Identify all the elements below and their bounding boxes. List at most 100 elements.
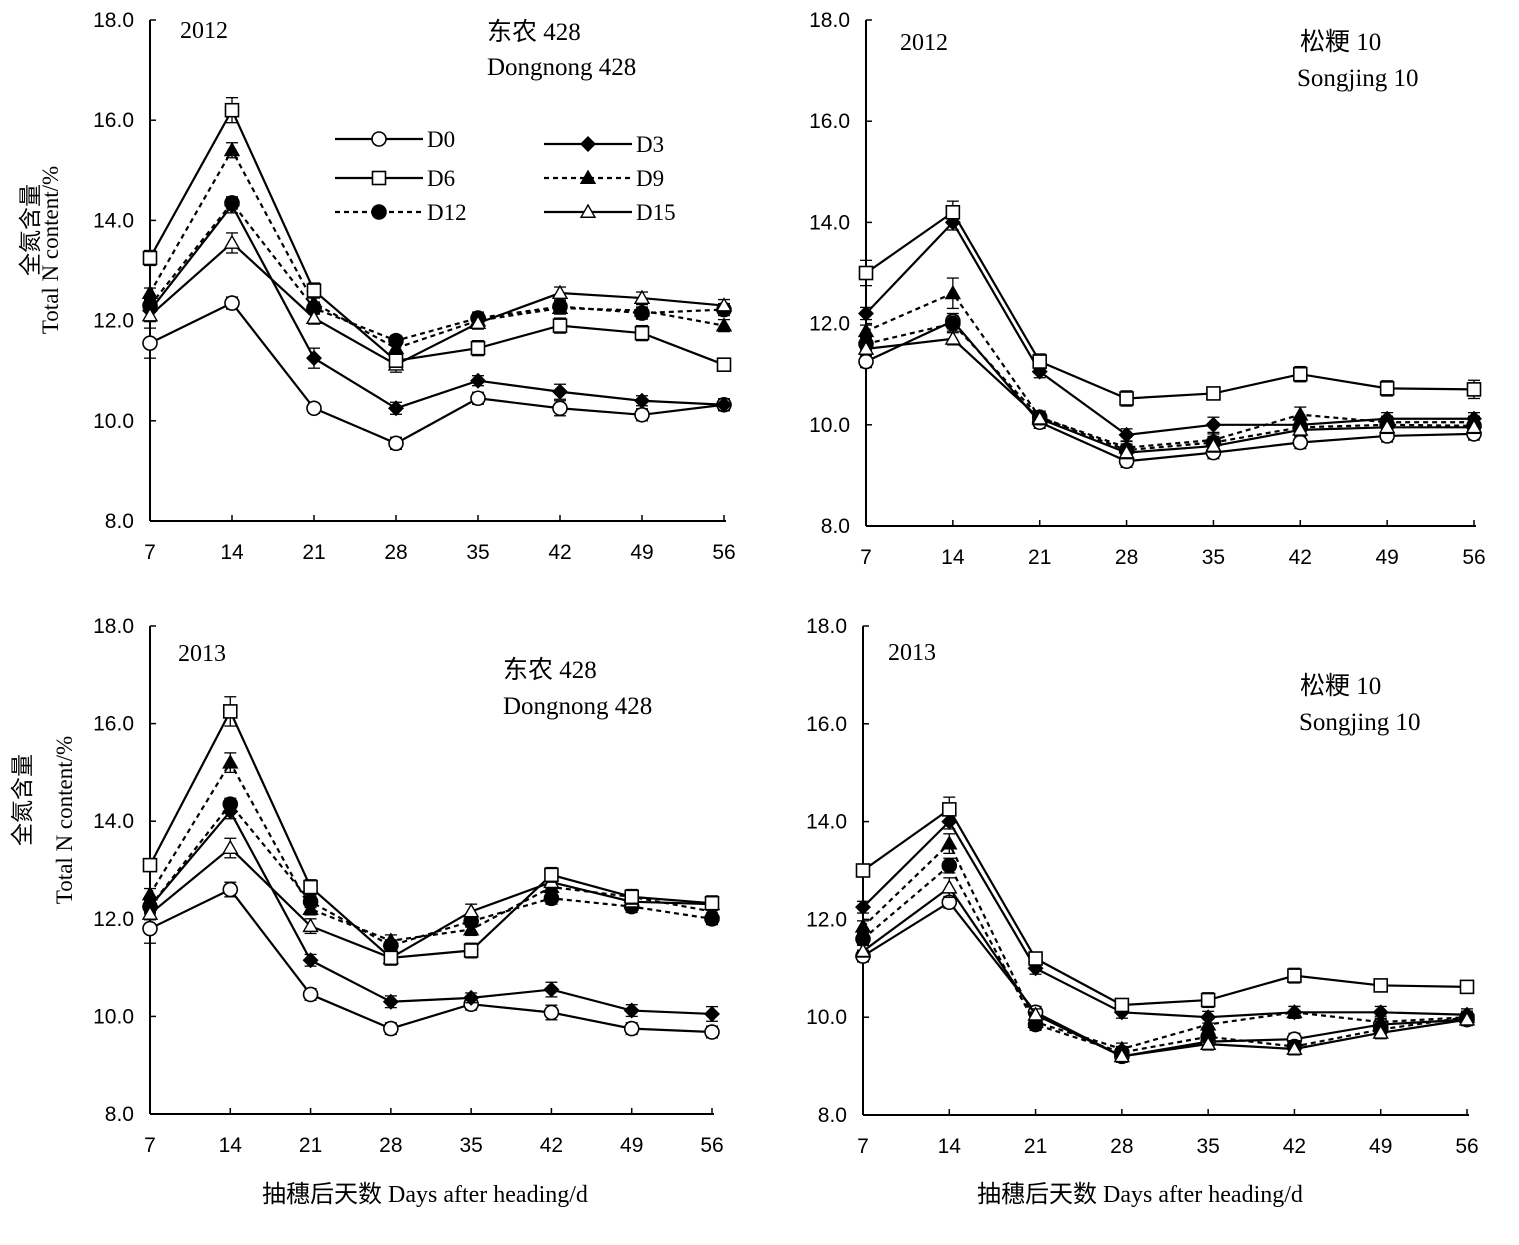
legend-label: D9 [636, 166, 664, 191]
series-line-d12 [149, 201, 725, 342]
legend-label: D6 [427, 166, 455, 191]
series-line-d15 [862, 886, 1468, 1058]
data-point-d12 [222, 796, 239, 812]
x-tick-label: 49 [1375, 546, 1398, 569]
data-point-d15 [551, 284, 569, 299]
variety-cn-label: 松粳 10 [1300, 28, 1381, 56]
y-tick-label: 14.0 [93, 209, 134, 232]
x-tick-label: 56 [700, 1134, 723, 1157]
data-point-d0 [142, 335, 158, 351]
y-tick-label: 12.0 [93, 908, 134, 931]
x-tick-label: 21 [299, 1134, 322, 1157]
series-line-d3 [862, 819, 1468, 1019]
data-point-d9 [857, 322, 875, 338]
series-line-d6 [862, 807, 1468, 1007]
x-tick-label: 28 [379, 1134, 402, 1157]
data-point-d15 [1113, 1047, 1131, 1063]
data-point-d9 [141, 885, 159, 901]
data-point-d9 [944, 284, 962, 300]
data-point-d3 [470, 372, 486, 389]
data-point-d15 [1027, 1006, 1044, 1021]
data-point-d15 [141, 905, 159, 920]
variety-cn-label: 东农 428 [487, 18, 581, 46]
y-tick-label: 10.0 [806, 1006, 847, 1029]
data-point-d15 [941, 879, 958, 894]
x-tick-label: 14 [938, 1135, 962, 1158]
series-line-d0 [862, 900, 1468, 1058]
data-point-d6 [1028, 951, 1043, 966]
data-point-d6 [855, 863, 871, 878]
series-line-d6 [149, 107, 725, 366]
data-point-d6 [716, 357, 732, 372]
data-point-d15 [857, 340, 875, 355]
data-point-d6 [388, 353, 404, 368]
series-line-d0 [149, 888, 713, 1034]
x-axis-label: 抽穗后天数 Days after heading/d [977, 1181, 1303, 1208]
year-label: 2013 [178, 641, 226, 667]
data-point-d6 [941, 802, 957, 817]
data-point-d6 [704, 895, 720, 911]
data-point-d12 [704, 910, 720, 927]
data-point-d3 [302, 952, 319, 969]
x-tick-label: 7 [860, 546, 872, 569]
data-point-d12 [945, 315, 961, 332]
data-point-d6 [142, 250, 158, 266]
x-tick-label: 35 [466, 541, 489, 564]
y-tick-label: 14.0 [93, 810, 134, 833]
series-line-d3 [149, 203, 725, 410]
series-d12 [142, 796, 720, 954]
data-point-d6 [1466, 382, 1482, 397]
data-point-d0 [306, 400, 322, 417]
series-d6 [142, 97, 732, 372]
data-point-d3 [855, 899, 871, 916]
data-point-d6 [1032, 354, 1048, 369]
legend-item-d12: D12 [335, 200, 467, 225]
y-tick-label: 16.0 [93, 713, 134, 736]
data-point-d12 [224, 195, 240, 211]
data-point-d15 [1378, 418, 1396, 434]
series-line-d9 [865, 291, 1474, 449]
data-point-d6 [224, 102, 240, 118]
chart-panel-1: 8.0 10.0 12.0 14.0 16.0 18.0 7 14 21 28 35 42 49 56 20… [18, 9, 736, 564]
data-point-d15 [944, 330, 962, 345]
x-tick-label: 42 [540, 1134, 563, 1157]
y-axis-label-en: Total N content/% [38, 166, 63, 334]
series-line-d6 [865, 210, 1475, 400]
series-line-d12 [149, 802, 713, 947]
y-axis-label-cn-group: 全氮含量 [18, 184, 43, 276]
data-point-d0 [142, 920, 158, 937]
series-d15 [857, 330, 1483, 460]
series-line-d9 [149, 147, 725, 350]
legend-label: D15 [636, 200, 676, 225]
data-point-d15 [462, 903, 480, 918]
chart-panel-2: 8.0 10.0 12.0 14.0 16.0 18.0 7 14 21 28 35 42 49 56 20… [809, 9, 1486, 569]
legend-item-d6: D6 [335, 166, 455, 191]
x-tick-label: 14 [941, 546, 965, 569]
series-d6 [858, 200, 1482, 407]
data-point-d6 [544, 867, 559, 883]
series-line-d9 [862, 841, 1468, 1051]
data-point-d15 [1205, 437, 1222, 453]
y-tick-label: 18.0 [93, 615, 134, 638]
data-point-d15 [302, 917, 319, 933]
data-point-d15 [1286, 1040, 1303, 1055]
x-tick-label: 42 [548, 541, 571, 564]
x-tick-label: 7 [144, 1134, 156, 1157]
x-tick-label: 56 [1455, 1135, 1478, 1158]
variety-en-label: Songjing 10 [1297, 65, 1419, 92]
data-point-d12 [543, 890, 560, 907]
y-tick-label: 18.0 [809, 9, 850, 32]
data-point-d0 [623, 1020, 640, 1037]
x-tick-label: 21 [302, 541, 325, 564]
data-point-d15 [1118, 444, 1135, 459]
data-point-d9 [854, 918, 872, 933]
y-tick-label: 16.0 [806, 713, 847, 736]
data-point-d6 [1287, 968, 1302, 983]
data-point-d3 [306, 350, 322, 367]
legend-marker [371, 204, 387, 220]
legend-label: D12 [427, 200, 467, 225]
x-tick-label: 28 [1115, 546, 1138, 569]
data-point-d15 [141, 307, 159, 322]
data-point-d6 [383, 950, 399, 966]
